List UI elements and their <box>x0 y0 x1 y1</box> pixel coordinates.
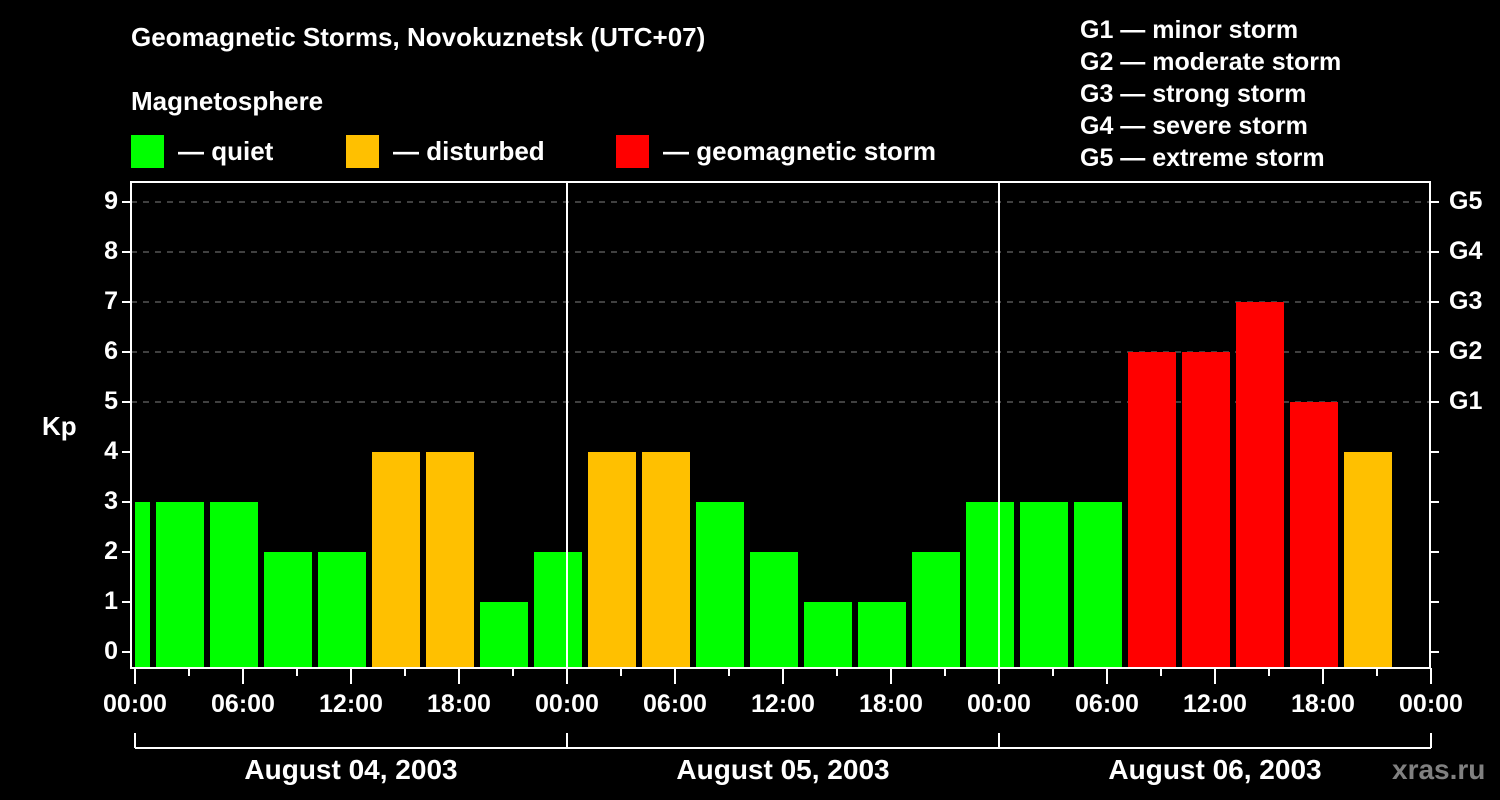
y-tick-label: 9 <box>104 187 118 215</box>
g-legend-g5: G5 — extreme storm <box>1080 144 1325 172</box>
x-tick-label: 18:00 <box>859 690 923 718</box>
kp-bar <box>156 502 204 668</box>
kp-bar <box>966 502 1014 668</box>
kp-bar <box>426 452 474 668</box>
kp-bar <box>1020 502 1068 668</box>
g-scale-legend: G1 — minor storm G2 — moderate storm G3 … <box>1080 14 1341 174</box>
kp-bar <box>696 502 744 668</box>
g-legend-g3: G3 — strong storm <box>1080 80 1307 108</box>
disturbed-swatch <box>346 134 379 168</box>
kp-bar <box>750 552 798 668</box>
y-tick-label: 2 <box>104 537 118 565</box>
kp-bar <box>1290 402 1338 668</box>
kp-bar <box>210 502 258 668</box>
x-tick-label: 00:00 <box>103 690 167 718</box>
kp-bar <box>1344 452 1392 668</box>
kp-bar <box>1182 352 1230 668</box>
x-tick-label: 06:00 <box>1075 690 1139 718</box>
g-legend-g4: G4 — severe storm <box>1080 112 1308 140</box>
g-legend-g2: G2 — moderate storm <box>1080 48 1342 76</box>
storm-swatch <box>616 134 649 168</box>
x-tick-label: 06:00 <box>211 690 275 718</box>
y-tick-label: 7 <box>104 287 118 315</box>
kp-bar <box>480 602 528 668</box>
x-tick-label: 18:00 <box>427 690 491 718</box>
g-tick-label: G5 <box>1449 187 1483 215</box>
legend-quiet-label: — quiet <box>178 135 274 166</box>
kp-bar <box>318 552 366 668</box>
legend-disturbed-label: — disturbed <box>393 135 545 166</box>
x-tick-label: 00:00 <box>967 690 1031 718</box>
x-tick-label: 18:00 <box>1291 690 1355 718</box>
y-tick-label: 8 <box>104 237 118 265</box>
x-tick-label: 12:00 <box>319 690 383 718</box>
chart-subtitle: Magnetosphere <box>131 86 324 116</box>
kp-bar <box>1128 352 1176 668</box>
legend-disturbed: — disturbed <box>346 134 545 168</box>
kp-bar <box>588 452 636 668</box>
g-tick-label: G2 <box>1449 337 1483 365</box>
quiet-swatch <box>131 134 164 168</box>
date-label: August 04, 2003 <box>244 754 458 785</box>
date-label: August 06, 2003 <box>1108 754 1322 785</box>
x-tick-label: 00:00 <box>1399 690 1463 718</box>
kp-bar <box>1236 302 1284 668</box>
kp-bar <box>642 452 690 668</box>
g-tick-label: G1 <box>1449 387 1483 415</box>
kp-bar <box>912 552 960 668</box>
legend-storm: — geomagnetic storm <box>616 134 936 168</box>
plot-frame <box>130 181 1431 669</box>
legend-quiet: — quiet <box>131 134 273 168</box>
x-tick-label: 12:00 <box>1183 690 1247 718</box>
kp-bar <box>804 602 852 668</box>
g-tick-label: G3 <box>1449 287 1483 315</box>
kp-bar <box>858 602 906 668</box>
kp-bar <box>135 502 150 668</box>
y-axis-label: Kp <box>42 411 77 441</box>
x-tick-label: 06:00 <box>643 690 707 718</box>
x-tick-label: 00:00 <box>535 690 599 718</box>
g-legend-g1: G1 — minor storm <box>1080 16 1299 44</box>
kp-bar <box>264 552 312 668</box>
legend-storm-label: — geomagnetic storm <box>663 135 937 166</box>
chart-title: Geomagnetic Storms, Novokuznetsk (UTC+07… <box>131 22 706 52</box>
y-tick-label: 0 <box>104 637 118 665</box>
y-tick-label: 1 <box>104 587 118 615</box>
date-label: August 05, 2003 <box>676 754 890 785</box>
kp-bar <box>1074 502 1122 668</box>
y-tick-label: 3 <box>104 487 118 515</box>
y-tick-label: 6 <box>104 337 118 365</box>
y-tick-label: 4 <box>104 437 118 465</box>
y-tick-label: 5 <box>104 387 118 415</box>
x-tick-label: 12:00 <box>751 690 815 718</box>
kp-bar <box>372 452 420 668</box>
kp-bar <box>534 552 582 668</box>
watermark: xras.ru <box>1392 754 1486 785</box>
g-tick-label: G4 <box>1449 237 1483 265</box>
